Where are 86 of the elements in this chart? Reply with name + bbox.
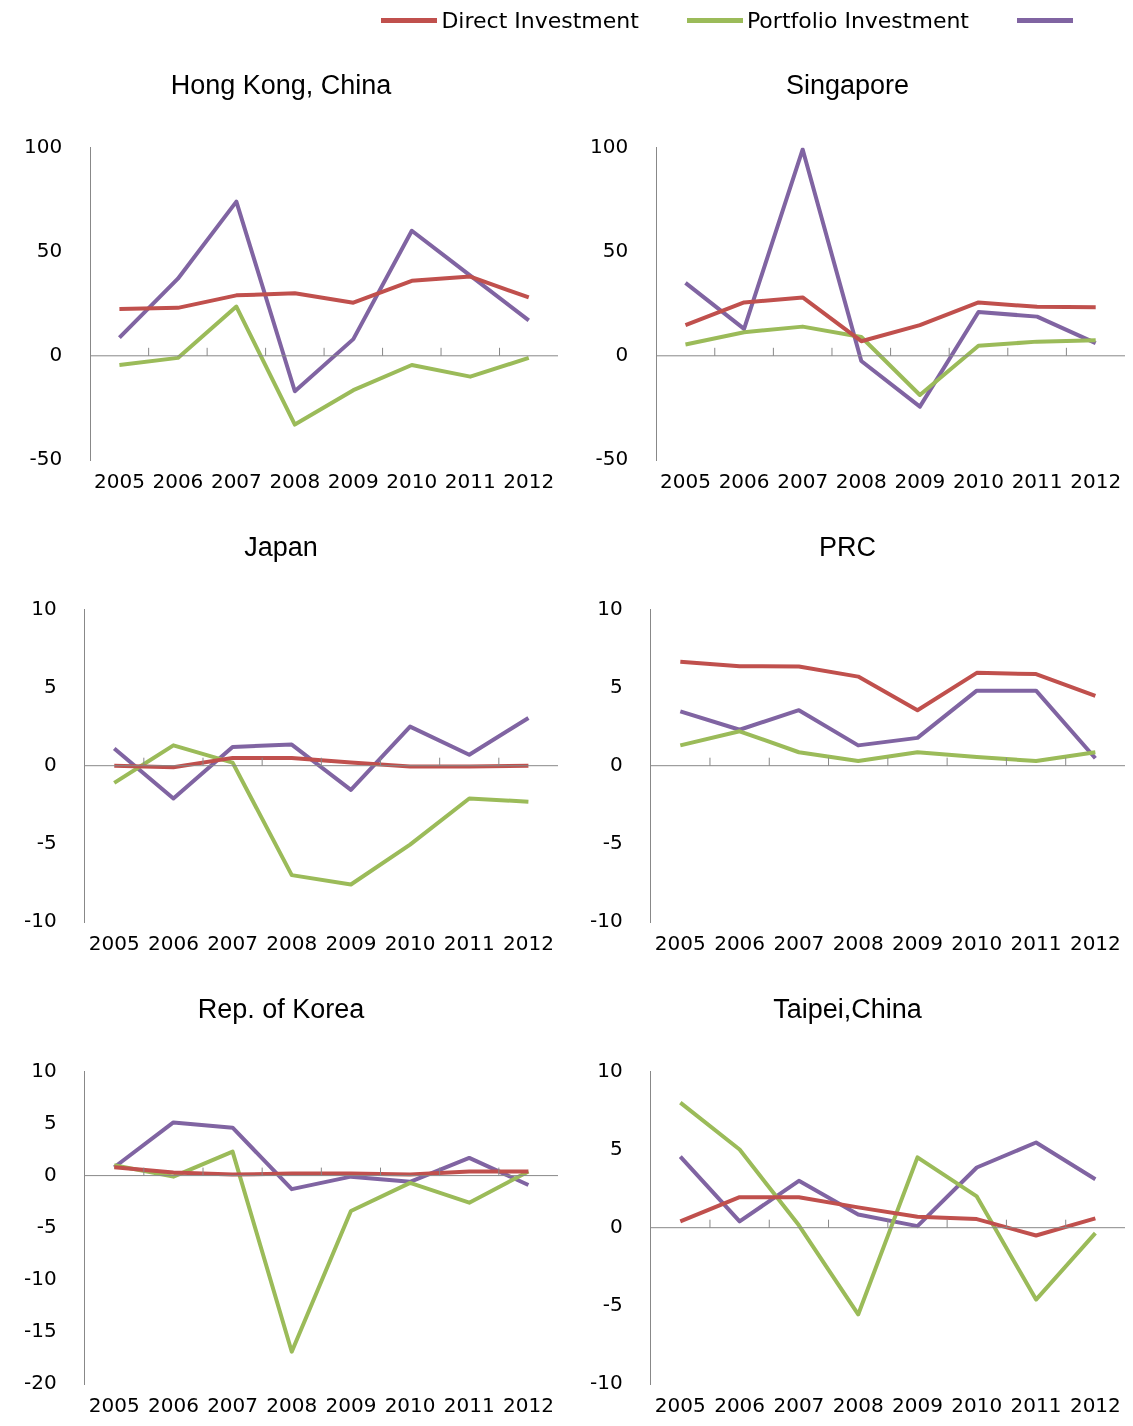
x-tick-label: 2005: [93, 469, 145, 494]
x-tick-label: 2009: [892, 1393, 943, 1418]
x-tick-label: 2011: [443, 1393, 495, 1418]
x-tick-label: 2008: [266, 1393, 318, 1418]
y-tick-label: 0: [609, 1213, 623, 1238]
x-tick-label: 2006: [718, 469, 770, 494]
y-tick-label: -5: [36, 1213, 57, 1238]
y-tick-label: 0: [615, 342, 629, 366]
x-tick-label: 2005: [660, 469, 711, 494]
x-tick-label: 2006: [147, 931, 199, 956]
y-tick-label: -10: [589, 1370, 623, 1395]
x-tick-label: 2010: [953, 469, 1004, 494]
x-tick-label: 2007: [210, 469, 262, 494]
y-tick-label: 5: [43, 673, 57, 698]
y-tick-label: -5: [602, 1292, 623, 1317]
x-tick-label: 2009: [325, 931, 377, 956]
x-tick-label: 2012: [503, 469, 555, 494]
x-tick-label: 2008: [266, 931, 318, 956]
y-tick-label: -50: [29, 446, 63, 471]
y-tick-label: 0: [43, 751, 57, 776]
y-tick-label: 0: [609, 751, 623, 776]
x-tick-label: 2005: [88, 931, 140, 956]
x-tick-label: 2011: [443, 931, 495, 956]
x-tick-label: 2006: [147, 1393, 199, 1418]
x-tick-label: 2007: [207, 931, 259, 956]
y-tick-label: -15: [23, 1318, 57, 1343]
x-tick-label: 2005: [88, 1393, 140, 1418]
chart-title: Japan: [244, 531, 318, 562]
x-tick-label: 2006: [714, 1393, 766, 1418]
y-tick-label: 5: [43, 1109, 57, 1134]
y-tick-label: 100: [589, 133, 629, 158]
chart-title: Taipei,China: [773, 993, 923, 1024]
x-tick-label: 2010: [384, 931, 436, 956]
chart-title: PRC: [818, 531, 877, 562]
x-tick-label: 2010: [951, 931, 1003, 956]
x-tick-label: 2012: [1069, 931, 1121, 956]
chart-title: Rep. of Korea: [197, 993, 366, 1024]
y-tick-label: -10: [23, 908, 57, 933]
x-tick-label: 2011: [1010, 1393, 1062, 1418]
x-tick-label: 2008: [832, 931, 884, 956]
y-tick-label: 10: [597, 595, 623, 620]
y-tick-label: -5: [602, 830, 623, 855]
x-tick-label: 2009: [327, 469, 379, 494]
x-tick-label: 2012: [1069, 1393, 1121, 1418]
y-tick-label: 50: [602, 237, 629, 262]
x-tick-label: 2007: [777, 469, 829, 494]
y-tick-label: 10: [597, 1057, 623, 1082]
x-tick-label: 2012: [502, 1393, 554, 1418]
x-tick-label: 2009: [894, 469, 946, 494]
y-tick-label: 5: [609, 1135, 623, 1160]
y-tick-label: 0: [43, 1161, 57, 1186]
x-tick-label: 2005: [654, 931, 706, 956]
x-tick-label: 2007: [207, 1393, 259, 1418]
y-tick-label: -20: [23, 1370, 57, 1395]
x-tick-label: 2009: [325, 1393, 377, 1418]
x-tick-label: 2011: [444, 469, 496, 494]
y-tick-label: 0: [49, 342, 63, 366]
x-tick-label: 2007: [773, 931, 825, 956]
x-tick-label: 2011: [1010, 931, 1062, 956]
x-tick-label: 2011: [1011, 469, 1063, 494]
legend-label: Direct Investment: [441, 7, 639, 33]
x-tick-label: 2008: [835, 469, 887, 494]
y-tick-label: -5: [36, 830, 57, 855]
x-tick-label: 2010: [386, 469, 438, 494]
y-tick-label: -10: [23, 1266, 57, 1290]
x-tick-label: 2008: [269, 469, 321, 494]
y-tick-label: -10: [589, 908, 623, 933]
y-tick-label: 10: [31, 1057, 57, 1082]
legend-label: Portfolio Investment: [746, 7, 969, 33]
x-tick-label: 2007: [773, 1393, 825, 1418]
x-tick-label: 2009: [892, 931, 943, 956]
chart-title: Singapore: [785, 69, 910, 100]
x-tick-label: 2010: [951, 1393, 1003, 1418]
y-tick-label: -50: [595, 446, 629, 471]
chart-title: Hong Kong, China: [170, 69, 393, 100]
x-tick-label: 2006: [714, 931, 766, 956]
x-tick-label: 2005: [654, 1393, 706, 1418]
x-tick-label: 2006: [152, 469, 204, 494]
y-tick-label: 10: [31, 595, 57, 620]
x-tick-label: 2012: [502, 931, 554, 956]
y-tick-label: 50: [36, 237, 63, 262]
x-tick-label: 2012: [1070, 469, 1122, 494]
x-tick-label: 2008: [832, 1393, 884, 1418]
x-tick-label: 2010: [384, 1393, 436, 1418]
y-tick-label: 5: [609, 673, 623, 698]
y-tick-label: 100: [23, 133, 63, 158]
